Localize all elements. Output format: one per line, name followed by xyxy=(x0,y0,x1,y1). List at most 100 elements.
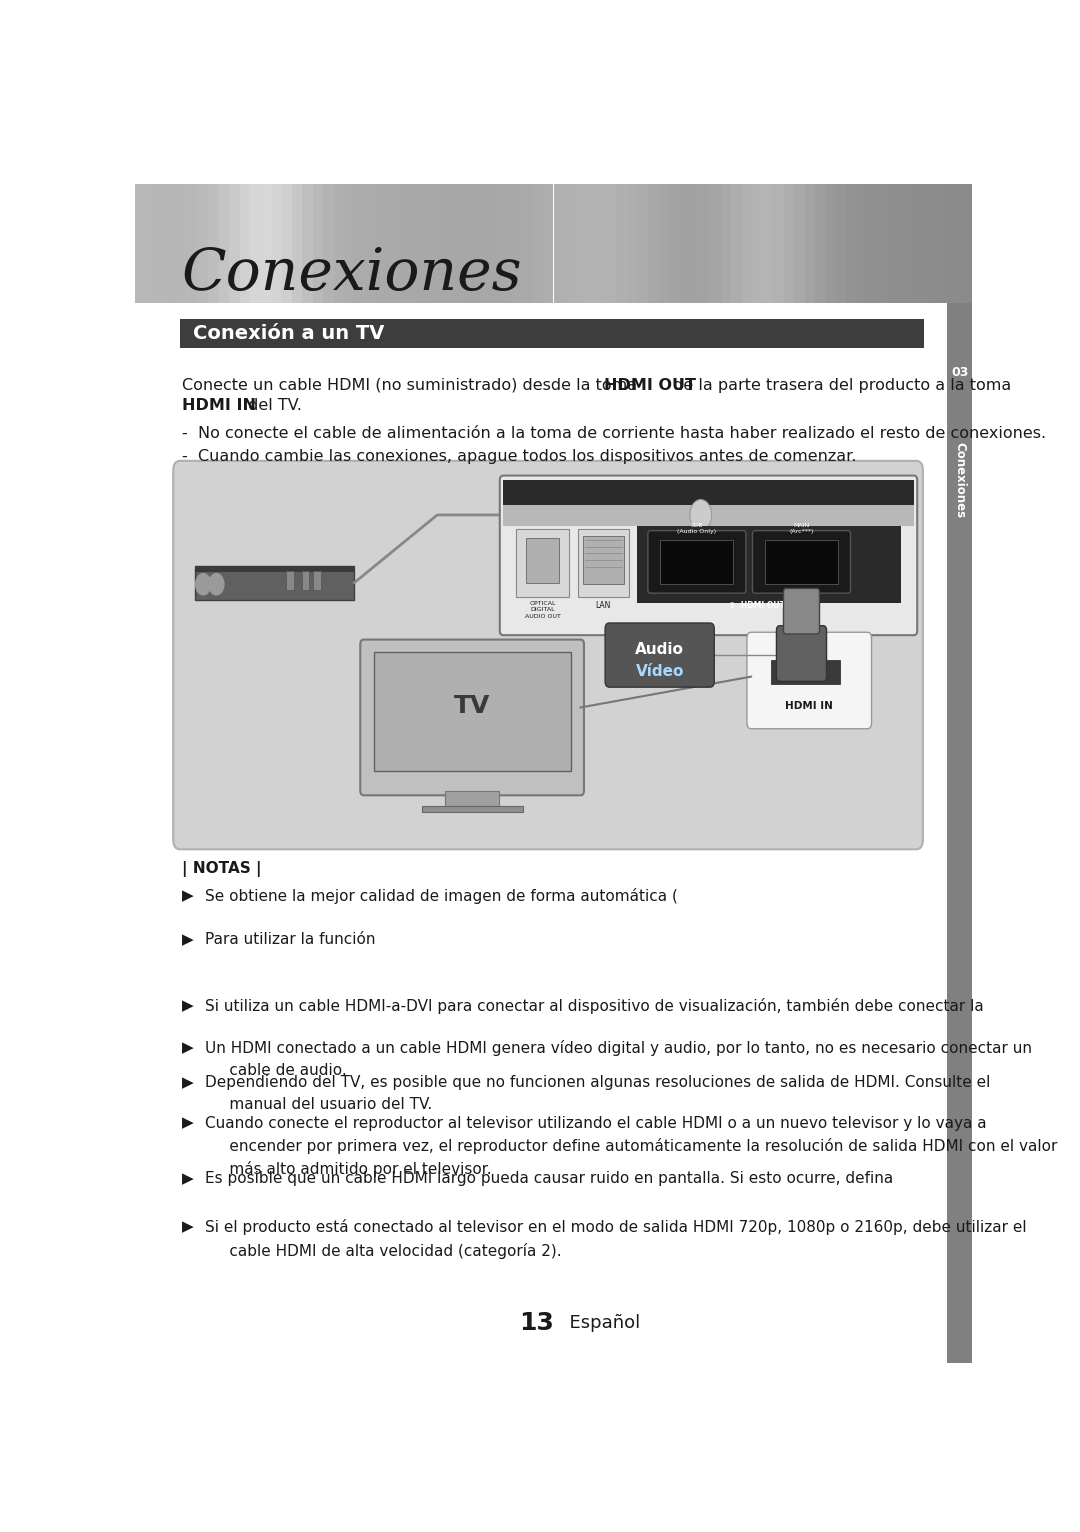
Text: Conecte un cable HDMI (no suministrado) desde la toma: Conecte un cable HDMI (no suministrado) … xyxy=(181,378,642,392)
FancyBboxPatch shape xyxy=(173,461,923,849)
Bar xyxy=(689,184,700,303)
Bar xyxy=(180,319,924,348)
Bar xyxy=(282,184,292,303)
Bar xyxy=(711,184,721,303)
Bar xyxy=(302,184,313,303)
Text: -  No conecte el cable de alimentación a la toma de corriente hasta haber realiz: - No conecte el cable de alimentación a … xyxy=(181,426,1045,441)
Bar xyxy=(575,184,585,303)
Bar xyxy=(481,184,490,303)
Bar xyxy=(930,184,941,303)
Bar xyxy=(867,184,878,303)
Bar xyxy=(648,184,658,303)
Bar xyxy=(658,184,669,303)
Bar xyxy=(700,184,711,303)
Bar xyxy=(554,184,564,303)
Bar xyxy=(951,184,961,303)
Bar xyxy=(445,791,499,806)
Bar xyxy=(323,184,334,303)
Bar xyxy=(177,184,187,303)
Bar xyxy=(847,184,856,303)
Bar xyxy=(490,184,501,303)
Bar xyxy=(503,506,914,527)
Text: ▶: ▶ xyxy=(181,1040,203,1056)
Bar xyxy=(753,184,762,303)
Bar xyxy=(292,184,302,303)
Bar xyxy=(626,184,637,303)
Bar xyxy=(459,184,470,303)
Bar xyxy=(166,184,177,303)
Bar xyxy=(470,184,481,303)
Bar xyxy=(187,184,198,303)
Bar xyxy=(661,539,733,584)
Bar xyxy=(920,184,930,303)
Bar xyxy=(721,184,731,303)
Bar xyxy=(218,184,229,303)
Bar xyxy=(889,184,899,303)
Bar xyxy=(516,529,569,596)
Bar xyxy=(376,184,387,303)
Text: Conexión a un TV: Conexión a un TV xyxy=(193,323,384,343)
Text: ▶: ▶ xyxy=(181,1170,203,1186)
Bar xyxy=(407,184,418,303)
Bar xyxy=(669,184,679,303)
FancyBboxPatch shape xyxy=(753,530,851,593)
Bar xyxy=(909,184,920,303)
Bar xyxy=(815,184,825,303)
Circle shape xyxy=(195,573,211,594)
Text: Conexiones: Conexiones xyxy=(954,443,967,518)
Text: de la parte trasera del producto a la toma: de la parte trasera del producto a la to… xyxy=(667,378,1011,392)
Bar xyxy=(899,184,909,303)
Text: Audio: Audio xyxy=(635,642,684,657)
Bar xyxy=(941,184,951,303)
Bar xyxy=(422,806,523,812)
Bar xyxy=(836,184,847,303)
Text: Se obtiene la mejor calidad de imagen de forma automática (: Se obtiene la mejor calidad de imagen de… xyxy=(205,889,678,904)
FancyBboxPatch shape xyxy=(777,625,826,682)
Bar xyxy=(156,184,166,303)
Bar xyxy=(313,571,321,590)
Bar xyxy=(449,184,459,303)
Text: ▶: ▶ xyxy=(181,1219,203,1235)
FancyBboxPatch shape xyxy=(500,475,917,636)
Bar xyxy=(271,184,282,303)
Bar xyxy=(365,184,376,303)
Bar xyxy=(313,184,323,303)
Text: ▶: ▶ xyxy=(181,1075,203,1091)
Text: HDMI IN: HDMI IN xyxy=(785,702,833,711)
Bar xyxy=(856,184,867,303)
Text: ①  HDMI OUT  ②: ① HDMI OUT ② xyxy=(729,601,797,610)
Text: Para utilizar la función: Para utilizar la función xyxy=(205,933,380,947)
Bar xyxy=(418,184,428,303)
Text: 13: 13 xyxy=(518,1311,554,1336)
Bar xyxy=(135,184,146,303)
Bar xyxy=(564,184,575,303)
Bar xyxy=(301,571,309,590)
Bar xyxy=(374,653,570,771)
Bar xyxy=(773,184,784,303)
Text: Cuando conecte el reproductor al televisor utilizando el cable HDMI o a un nuevo: Cuando conecte el reproductor al televis… xyxy=(205,1115,1057,1177)
Bar xyxy=(637,184,648,303)
Text: Dependiendo del TV, es posible que no funcionen algunas resoluciones de salida d: Dependiendo del TV, es posible que no fu… xyxy=(205,1075,990,1112)
Text: ▶: ▶ xyxy=(181,933,203,947)
FancyBboxPatch shape xyxy=(605,624,714,688)
FancyBboxPatch shape xyxy=(783,588,820,634)
Bar xyxy=(784,184,794,303)
Text: Es posible que un cable HDMI largo pueda causar ruido en pantalla. Si esto ocurr: Es posible que un cable HDMI largo pueda… xyxy=(205,1170,899,1186)
Text: TV: TV xyxy=(454,694,490,719)
Text: ▶: ▶ xyxy=(181,1115,203,1131)
Bar xyxy=(428,184,438,303)
Text: 03: 03 xyxy=(950,366,969,378)
Bar xyxy=(585,184,595,303)
Bar xyxy=(762,184,773,303)
Text: | NOTAS |: | NOTAS | xyxy=(181,861,261,878)
Bar xyxy=(438,184,449,303)
Bar xyxy=(334,184,345,303)
Bar xyxy=(878,184,888,303)
Bar xyxy=(240,184,251,303)
Text: Si el producto está conectado al televisor en el modo de salida HDMI 720p, 1080p: Si el producto está conectado al televis… xyxy=(205,1219,1027,1259)
Bar xyxy=(805,184,815,303)
Circle shape xyxy=(208,573,224,594)
Text: Un HDMI conectado a un cable HDMI genera vídeo digital y audio, por lo tanto, no: Un HDMI conectado a un cable HDMI genera… xyxy=(205,1040,1031,1077)
Bar xyxy=(679,184,689,303)
Bar xyxy=(354,184,365,303)
